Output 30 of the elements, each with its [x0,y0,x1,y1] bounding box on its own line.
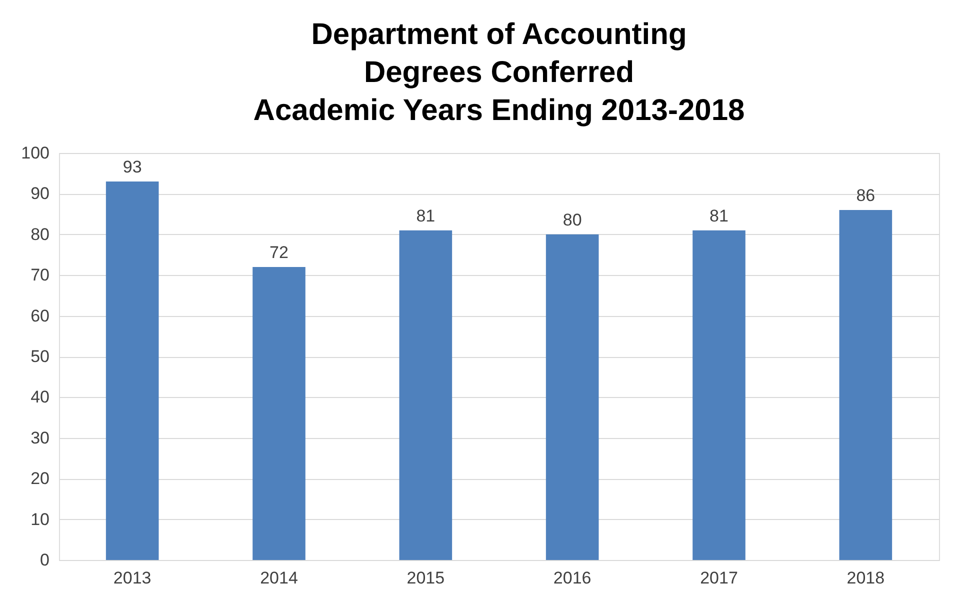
data-label: 80 [562,210,582,230]
y-tick-label: 40 [30,388,50,407]
y-tick-label: 30 [30,428,50,448]
bar [839,210,892,560]
data-label: 81 [416,206,436,226]
y-tick-label: 100 [21,144,50,162]
bar [252,266,306,560]
x-tick-label: 2014 [260,568,298,588]
data-label: 81 [710,206,728,226]
bar [399,230,452,560]
x-tick-label: 2013 [113,568,152,588]
x-tick-label: 2017 [700,568,738,588]
y-tick-label: 0 [40,550,50,570]
y-tick-label: 20 [30,469,50,488]
data-label: 86 [856,186,876,205]
y-tick-label: 70 [30,266,50,285]
data-label: 72 [270,242,288,262]
x-tick-label: 2015 [406,568,445,588]
y-tick-label: 50 [30,347,50,366]
y-tick-label: 10 [30,510,50,529]
x-tick-label: 2018 [846,568,885,588]
x-tick-label: 2016 [553,568,592,588]
y-tick-label: 90 [30,184,50,204]
y-tick-label: 80 [30,224,50,244]
bar [692,230,746,560]
bar [546,234,599,560]
y-tick-label: 60 [30,306,50,326]
data-label: 93 [122,157,142,176]
bar [106,181,159,560]
chart-title: Department of Accounting Degrees Conferred Academic Years Ending 2013-2018 [253,18,745,127]
